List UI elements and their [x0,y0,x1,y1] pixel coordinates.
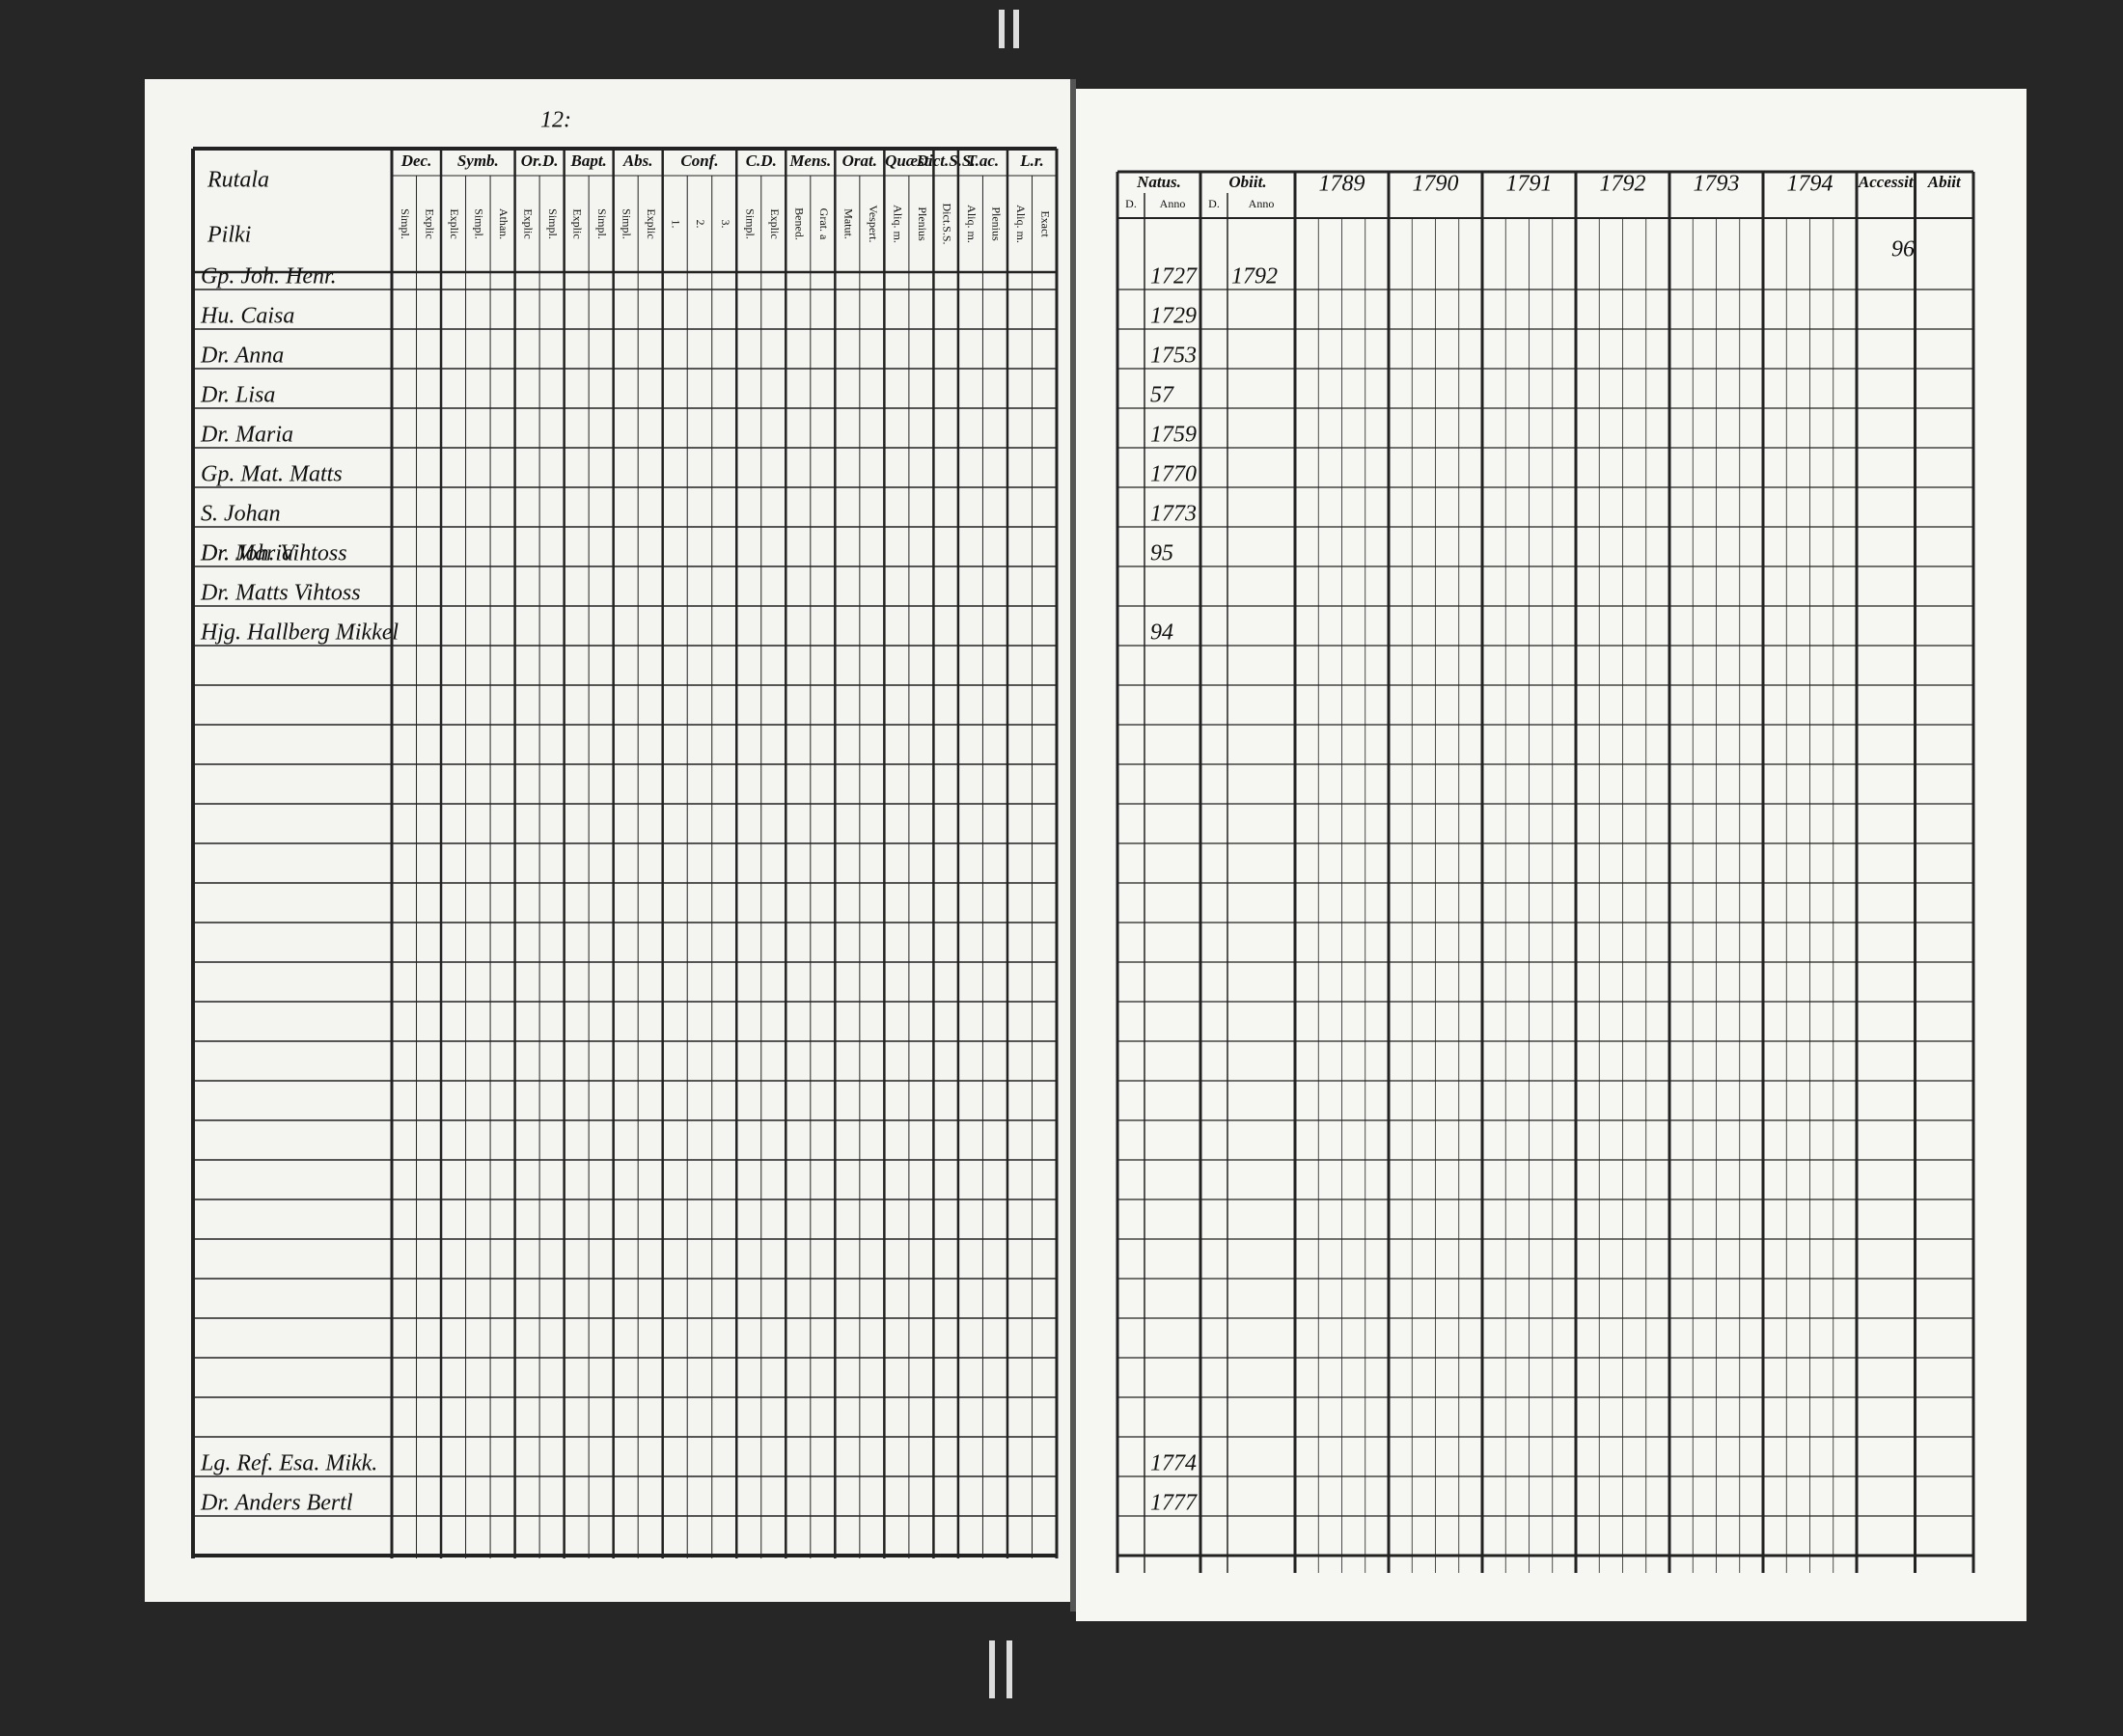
member-name: Lg. Ref. Esa. Mikk. [200,1451,377,1476]
page-number: 12: [540,108,571,133]
end-column: Abiit [1927,173,1962,191]
column-sub: Explic [768,208,782,238]
column-group: Mens. [788,152,831,170]
death-year: 1792 [1231,264,1278,289]
column-sub: 2. [694,220,707,229]
column-sub: Explic [645,208,658,238]
film-mark [999,10,1005,48]
year-header: 1794 [1787,172,1834,197]
column-sub: Exact [1038,210,1052,237]
member-name: Dr. Matts Vihtoss [200,581,361,606]
column-sub: Aliq. m. [1014,205,1028,243]
column-group: Dec. [400,152,432,170]
column-sub: Plenius [989,207,1003,241]
column-sub: Simpl. [399,208,412,239]
member-name: Dr. Maria [200,541,293,566]
left-page [145,79,1071,1602]
column-sub: Explic [424,208,437,238]
year-header: 1790 [1413,172,1459,197]
birth-year: 1770 [1150,462,1197,487]
household: Rutala [207,168,269,193]
member-name: Gp. Mat. Matts [201,462,343,487]
birth-year: 57 [1150,383,1174,408]
column-sub: D. [1125,197,1137,210]
column-group: Quæst. [885,152,933,170]
member-name: Dr. Anders Bertl [200,1491,353,1516]
member-name: Dr. Joh. Vihtoss [200,541,347,566]
year-header: 1791 [1506,172,1553,197]
column-sub: Dict.S.S. [940,203,953,244]
column-sub: Explic [571,208,585,238]
column-group: Symb. [457,152,499,170]
member-name: Hu. Caisa [200,304,294,329]
household: Pilki [207,223,251,248]
column-sub: Athan. [497,208,510,239]
year-header: 1793 [1694,172,1740,197]
column-sub: Simpl. [620,208,634,239]
column-sub: Explic [448,208,461,238]
column-group: Abs. [622,152,653,170]
year-header: 1789 [1319,172,1365,197]
column-group: Natus. [1136,173,1181,191]
year-header: 1792 [1600,172,1646,197]
member-name: Dr. Lisa [200,383,275,408]
birth-year: 1774 [1150,1451,1197,1476]
column-group: Dict.S.S. [916,152,976,170]
column-sub: Simpl. [595,208,609,239]
column-sub: Aliq. m. [965,205,979,243]
column-sub: Anno [1249,197,1275,210]
column-group: L.r. [1019,152,1044,170]
column-sub: Simpl. [473,208,486,239]
column-group: C.D. [746,152,777,170]
birth-year: 1727 [1150,264,1198,289]
column-sub: Simpl. [546,208,560,239]
column-sub: Grat. a [817,208,831,240]
film-mark [989,1640,995,1698]
column-sub: 3. [719,220,732,229]
film-mark [1013,10,1019,48]
end-column: Accessit [1858,173,1915,191]
birth-year: 95 [1150,541,1173,566]
birth-year: 1773 [1150,502,1197,527]
column-sub: Plenius [916,207,929,241]
member-name: Gp. Joh. Henr. [201,264,337,289]
member-name: S. Johan [201,502,281,527]
birth-year: 94 [1150,620,1173,646]
column-group: Obiit. [1228,173,1266,191]
page-number: 96 [1891,237,1915,262]
column-group: Bapt. [569,152,606,170]
column-sub: Explic [522,208,536,238]
column-sub: Anno [1160,197,1186,210]
column-sub: Simpl. [743,208,757,239]
column-sub: Vespert. [867,206,880,243]
column-sub: Aliq. m. [891,205,904,243]
film-mark [1006,1640,1012,1698]
column-sub: Matut. [841,208,855,239]
column-group: Orat. [842,152,877,170]
column-sub: 1. [670,220,683,229]
birth-year: 1729 [1150,304,1197,329]
member-name: Dr. Maria [200,423,293,448]
member-name: Hjg. Hallberg Mikkel [200,620,399,646]
column-sub: Bened. [792,207,806,240]
right-page [1076,89,2026,1621]
column-group: Or.D. [521,152,559,170]
birth-year: 1759 [1150,423,1197,448]
birth-year: 1777 [1150,1491,1198,1516]
member-name: Dr. Anna [200,344,284,369]
column-group: T.ac. [967,152,999,170]
column-sub: D. [1208,197,1220,210]
column-group: Conf. [680,152,718,170]
birth-year: 1753 [1150,344,1197,369]
